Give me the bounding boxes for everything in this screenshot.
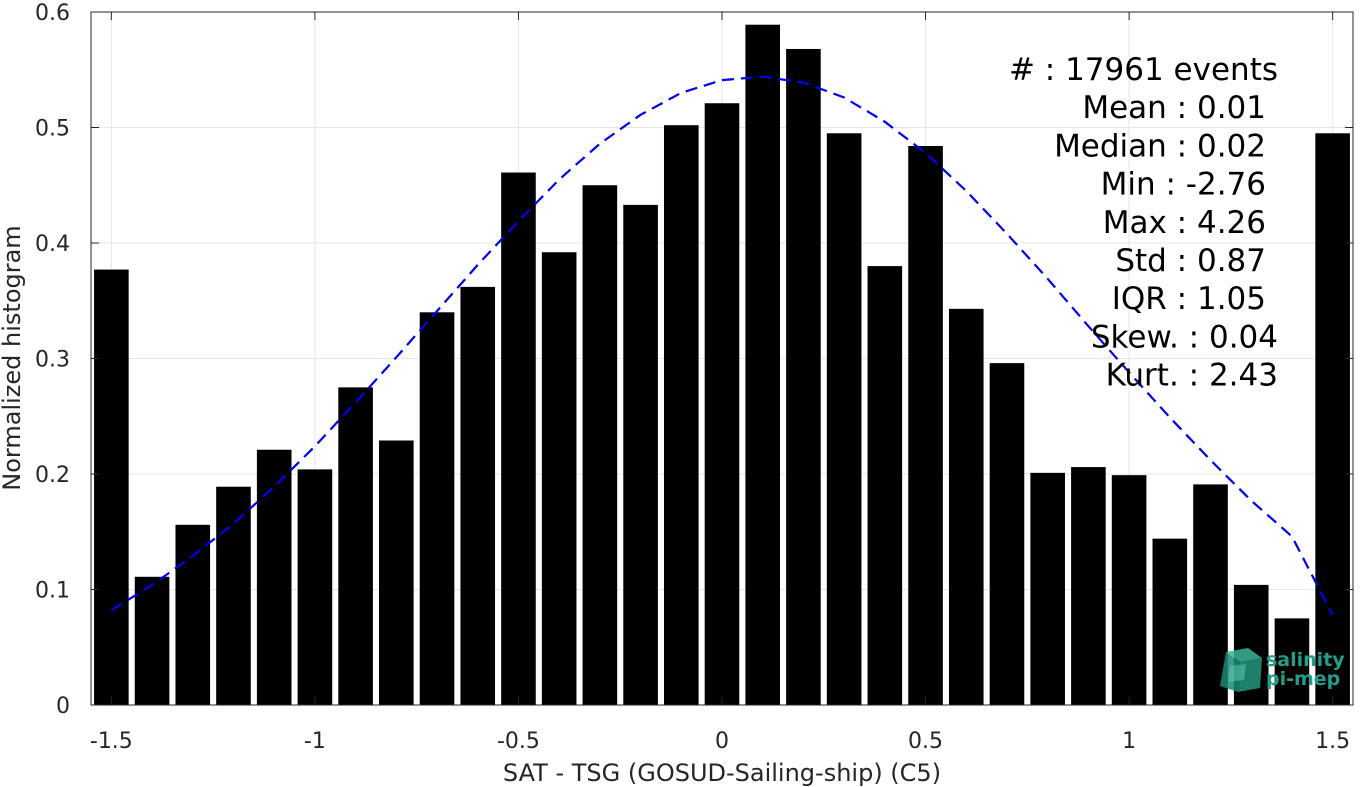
stat-line: Median : 0.02	[1054, 128, 1266, 164]
histogram-bar	[989, 363, 1025, 705]
y-tick-label: 0	[56, 694, 70, 719]
histogram-bar	[1111, 475, 1147, 705]
histogram-bar	[379, 440, 414, 705]
histogram-bar	[419, 312, 455, 705]
stat-line: Max : 4.26	[1103, 205, 1266, 241]
histogram-bar	[256, 449, 292, 705]
histogram-bar	[582, 185, 618, 705]
x-tick-label: -1.5	[90, 729, 133, 754]
logo-text-line1: salinity	[1266, 649, 1345, 671]
histogram-bar	[1193, 484, 1228, 705]
histogram-bar	[1152, 538, 1188, 705]
histogram-bar	[501, 172, 536, 706]
histogram-bar	[623, 204, 658, 705]
y-tick-label: 0.4	[35, 232, 70, 257]
y-tick-label: 0.6	[35, 1, 70, 26]
histogram-bar	[663, 125, 699, 705]
y-tick-labels: 0 0.1 0.2 0.3 0.4 0.5 0.6	[35, 1, 70, 719]
stat-line: Kurt. : 2.43	[1106, 358, 1278, 394]
y-tick-label: 0.1	[35, 579, 70, 604]
y-tick-label: 0.2	[35, 463, 70, 488]
y-axis-label: Normalized histogram	[0, 225, 26, 490]
histogram-bar	[1030, 472, 1065, 705]
histogram-bar	[297, 469, 333, 705]
histogram-bar	[948, 308, 984, 705]
y-tick-label: 0.5	[35, 117, 70, 142]
x-tick-label: 0	[715, 729, 729, 754]
histogram-bar	[541, 252, 577, 706]
histogram-bar	[134, 576, 170, 705]
histogram-bar	[175, 524, 211, 705]
histogram-bar	[867, 266, 903, 705]
histogram-bar	[1071, 467, 1106, 705]
histogram-bar	[338, 387, 373, 705]
histogram-bar	[1315, 133, 1350, 705]
histogram-bar	[745, 24, 781, 705]
stat-line: IQR : 1.05	[1112, 281, 1266, 317]
axis-ticks	[91, 11, 1353, 706]
gaussian-fit-curve	[110, 75, 1334, 616]
salinity-pi-mep-logo: salinity pi-mep	[1220, 648, 1345, 692]
x-tick-labels: -1.5 -1 -0.5 0 0.5 1 1.5	[90, 729, 1350, 754]
histogram-bar	[704, 103, 740, 706]
logo-text-line2: pi-mep	[1266, 668, 1340, 690]
histogram-bar	[1274, 618, 1310, 705]
x-tick-label: 0.5	[908, 729, 943, 754]
stat-line: Skew. : 0.04	[1091, 319, 1278, 355]
histogram-bars	[94, 24, 1350, 706]
stat-line: Std : 0.87	[1115, 243, 1266, 279]
histogram-bar	[216, 486, 251, 705]
stat-line: Min : -2.76	[1101, 167, 1266, 203]
histogram-bar	[786, 48, 821, 705]
histogram-bar	[94, 269, 129, 705]
x-axis-label: SAT - TSG (GOSUD-Sailing-ship) (C5)	[503, 759, 941, 787]
histogram-bar	[460, 286, 496, 705]
x-tick-label: -1	[304, 729, 326, 754]
stat-line: # : 17961 events	[1009, 52, 1278, 88]
x-tick-label: 1	[1122, 729, 1136, 754]
stat-line: Mean : 0.01	[1082, 90, 1266, 126]
x-tick-label: -0.5	[497, 729, 540, 754]
histogram-bar	[908, 145, 943, 706]
cube-logo-icon	[1220, 648, 1262, 692]
x-tick-label: 1.5	[1315, 729, 1350, 754]
histogram-bar	[826, 133, 862, 705]
y-tick-label: 0.3	[35, 348, 70, 373]
